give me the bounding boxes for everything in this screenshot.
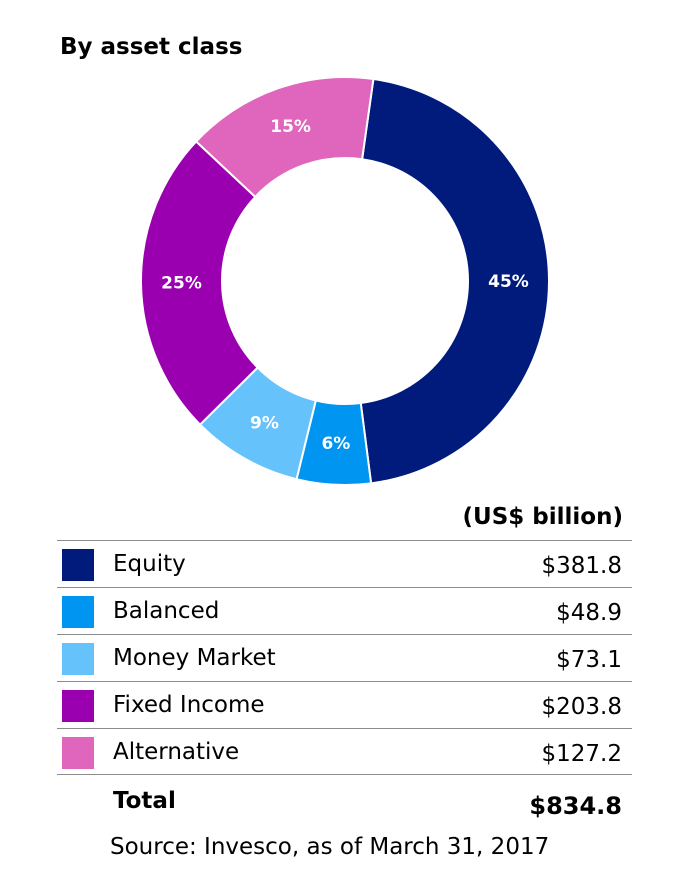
slice-label-balanced: 6%: [321, 434, 350, 454]
slice-label-fixed-income: 25%: [161, 273, 202, 293]
total-value: $834.8: [529, 792, 622, 820]
legend-table: Equity $381.8 Balanced $48.9 Money Marke…: [57, 540, 632, 775]
slice-label-alternative: 15%: [270, 117, 311, 137]
donut-slice-fixed-income: [140, 140, 260, 427]
total-row: Total $834.8: [57, 778, 632, 822]
donut-slice-alternative: [194, 76, 375, 199]
legend-swatch-fixed-income: [62, 690, 94, 722]
legend-swatch-alternative: [62, 737, 94, 769]
units-label: (US$ billion): [462, 504, 623, 530]
legend-swatch-equity: [62, 549, 94, 581]
donut-chart: 45% 6% 9% 25% 15%: [140, 76, 550, 486]
donut-slice-equity: [359, 77, 550, 485]
legend-label-money-market: Money Market: [113, 645, 276, 671]
legend-value-money-market: $73.1: [556, 647, 622, 673]
legend-swatch-money-market: [62, 643, 94, 675]
legend-row-alternative: Alternative $127.2: [57, 728, 632, 775]
legend-value-alternative: $127.2: [541, 741, 622, 767]
legend-label-balanced: Balanced: [113, 598, 220, 624]
legend-swatch-balanced: [62, 596, 94, 628]
total-label: Total: [113, 788, 176, 814]
source-note: Source: Invesco, as of March 31, 2017: [110, 834, 550, 860]
legend-label-alternative: Alternative: [113, 739, 240, 765]
legend-row-equity: Equity $381.8: [57, 540, 632, 587]
legend-row-balanced: Balanced $48.9: [57, 587, 632, 634]
legend-label-equity: Equity: [113, 551, 186, 577]
legend-value-fixed-income: $203.8: [541, 694, 622, 720]
slice-label-equity: 45%: [488, 272, 529, 292]
legend-row-money-market: Money Market $73.1: [57, 634, 632, 681]
legend-label-fixed-income: Fixed Income: [113, 692, 265, 718]
legend-row-fixed-income: Fixed Income $203.8: [57, 681, 632, 728]
slice-label-money-market: 9%: [250, 413, 279, 433]
legend-value-balanced: $48.9: [556, 600, 622, 626]
legend-value-equity: $381.8: [541, 553, 622, 579]
chart-title: By asset class: [60, 34, 243, 60]
